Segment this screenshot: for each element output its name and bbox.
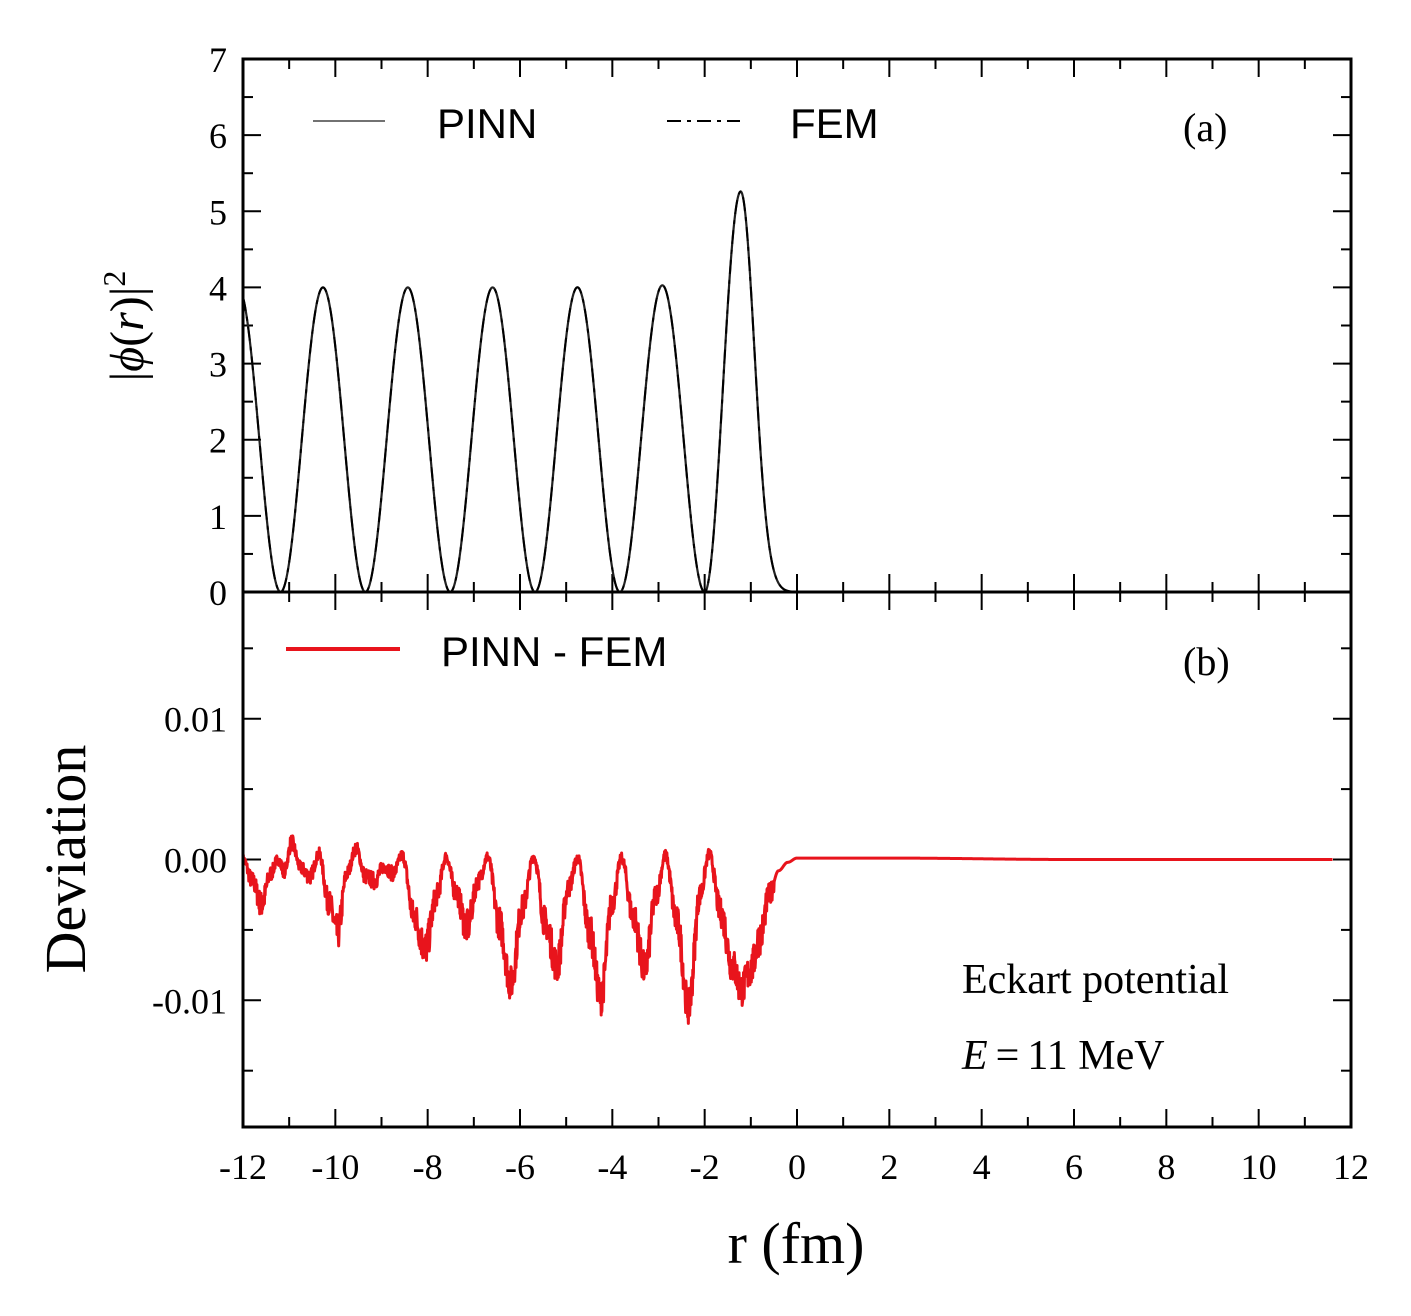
ytick-label-a: 0: [209, 573, 227, 613]
ytick-labels-a: 0 1 2 3 4 5 6 7: [209, 40, 227, 613]
xtick-label: -10: [311, 1147, 359, 1187]
ytick-label-a: 4: [209, 268, 227, 308]
legend-fem-label: FEM: [790, 100, 879, 147]
ytick-label-a: 1: [209, 497, 227, 537]
ytick-label-a: 3: [209, 345, 227, 385]
ylabel-exponent: 2: [96, 271, 132, 287]
ylabel-bar-left: |: [101, 372, 154, 382]
xtick-label: 12: [1333, 1147, 1369, 1187]
xtick-label: 10: [1241, 1147, 1277, 1187]
annotation-potential: Eckart potential: [962, 957, 1229, 1003]
ytick-labels-b: 0.01 0.00 -0.01: [152, 700, 227, 1022]
annotation-energy-value: 11 MeV: [1027, 1033, 1164, 1079]
ylabel-open-paren: (: [101, 331, 154, 347]
panel-b: 0.01 0.00 -0.01 -12 -10 -8 -6 -4 -2 0 2 4 6 8 10 12 PI…: [33, 592, 1369, 1276]
panel-a-tag: (a): [1183, 105, 1227, 150]
xtick-label: -8: [413, 1147, 443, 1187]
xtick-label: -6: [505, 1147, 535, 1187]
annotation-energy: E = 11 MeV: [961, 1033, 1165, 1079]
xtick-label: 8: [1157, 1147, 1175, 1187]
ytick-label-b: -0.01: [152, 981, 227, 1021]
legend-pinn-label: PINN: [437, 100, 537, 147]
pinn-series-line: [243, 190, 1351, 592]
panel-a-ylabel: |ϕ(r)|2: [96, 271, 154, 382]
ytick-label-a: 7: [209, 40, 227, 80]
xtick-label: 6: [1065, 1147, 1083, 1187]
xtick-label: -12: [219, 1147, 267, 1187]
annotation-equals: =: [996, 1033, 1020, 1079]
ytick-label-b: 0.00: [164, 841, 227, 881]
panel-b-ylabel: Deviation: [33, 745, 98, 974]
ytick-label-a: 2: [209, 421, 227, 461]
annotation-energy-symbol: E: [961, 1033, 988, 1079]
xtick-label: 0: [788, 1147, 806, 1187]
panel-b-tag: (b): [1183, 639, 1230, 684]
xtick-label: 2: [880, 1147, 898, 1187]
legend-b: PINN - FEM: [286, 628, 667, 675]
ytick-label-a: 5: [209, 192, 227, 232]
ylabel-close: )|: [101, 287, 154, 313]
panel-b-frame: [241, 590, 1353, 1129]
ticks-a: [242, 58, 1352, 593]
ylabel-r: r: [101, 312, 154, 331]
ytick-label-b: 0.01: [164, 700, 227, 740]
xtick-label: 4: [973, 1147, 991, 1187]
deviation-series-line: [243, 834, 1334, 1025]
fem-series-line: [243, 190, 1351, 592]
ytick-label-a: 6: [209, 116, 227, 156]
xtick-label: -2: [690, 1147, 720, 1187]
legend-deviation-label: PINN - FEM: [441, 628, 667, 675]
xtick-label: -4: [597, 1147, 627, 1187]
x-axis-label: r (fm): [728, 1211, 865, 1276]
xtick-labels: -12 -10 -8 -6 -4 -2 0 2 4 6 8 10 12: [219, 1147, 1369, 1187]
legend-a: PINN FEM: [313, 100, 879, 147]
ylabel-phi: ϕ: [101, 347, 154, 372]
